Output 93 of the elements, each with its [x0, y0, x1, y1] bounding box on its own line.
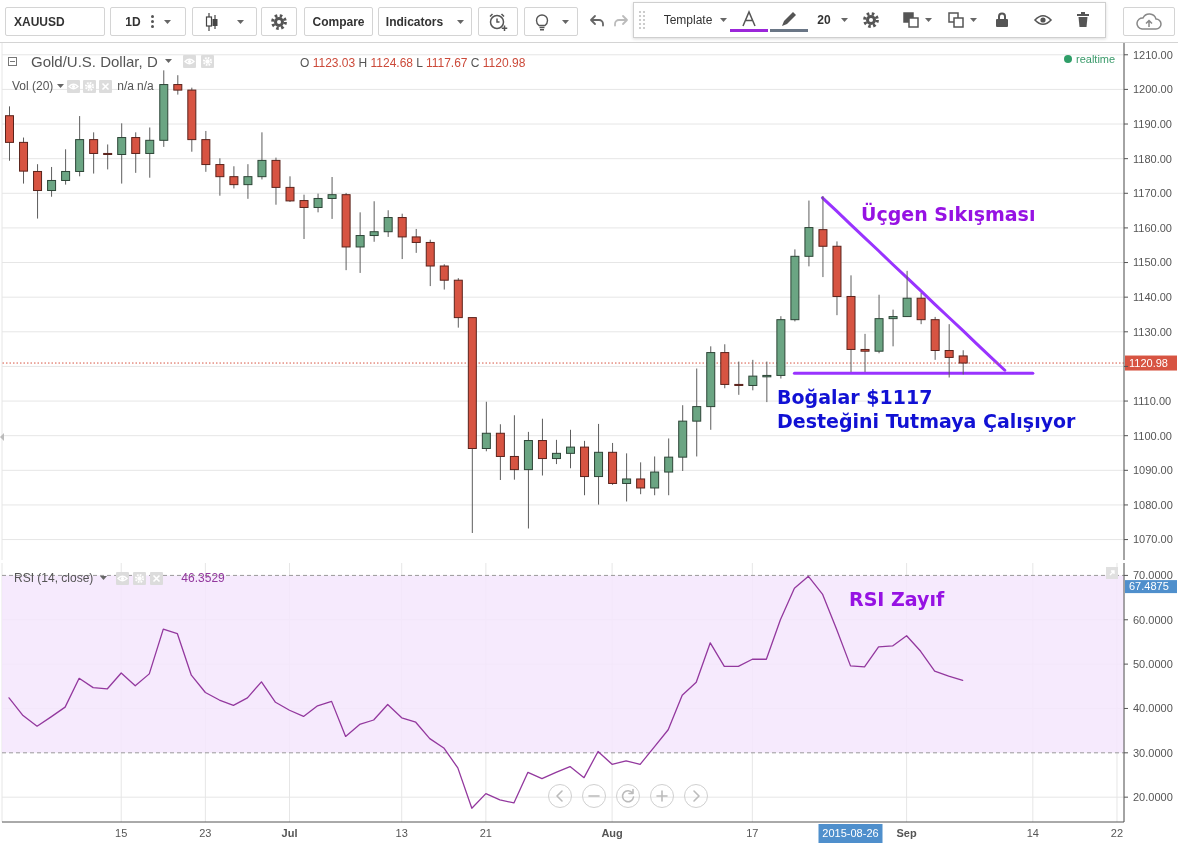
y-tick-label: 30.0000 [1133, 746, 1173, 759]
candlestick [215, 157, 225, 197]
candlestick [61, 148, 71, 186]
candlestick [285, 175, 295, 203]
candlestick [762, 361, 772, 403]
x-tick-label: 17 [746, 826, 759, 839]
candlestick [299, 194, 309, 240]
annotation: realtime [1076, 53, 1116, 65]
y-tick-label: 1110.00 [1133, 394, 1172, 407]
candlestick [103, 143, 113, 170]
y-tick-label: 1190.00 [1133, 117, 1172, 130]
candlestick [537, 418, 547, 477]
candlestick [33, 163, 43, 220]
annotation: Üçgen Sıkışması [861, 201, 1036, 225]
y-tick-label: 40.0000 [1133, 702, 1173, 715]
button: Indicators [378, 7, 472, 36]
text: O 1123.03 H 1124.68 L 1117.67 C 1120.98 [300, 56, 526, 70]
y-tick-label: 1100.00 [1133, 429, 1172, 442]
candlestick [748, 359, 758, 391]
candlestick [313, 193, 323, 213]
ref-line-label: 1120.98 [1129, 356, 1168, 369]
y-tick-label: 1130.00 [1133, 325, 1172, 338]
x-tick-label: 21 [479, 826, 492, 839]
candlestick [888, 309, 898, 347]
candlestick [229, 165, 239, 189]
y-tick-label: 50.0000 [1133, 657, 1173, 670]
candlestick [369, 200, 379, 243]
x-tick-label: Aug [601, 826, 623, 839]
candlestick [734, 361, 744, 396]
candlestick [327, 176, 337, 220]
candlestick [243, 163, 253, 200]
annotation: n/a [117, 79, 135, 93]
toolbar-panel: Template 20 [633, 2, 1106, 38]
candlestick [818, 195, 828, 278]
y-tick-label: 70.0000 [1133, 569, 1173, 582]
x-tick-label: 23 [199, 826, 212, 839]
y-tick-label: 1090.00 [1133, 464, 1173, 477]
candlestick [664, 437, 674, 496]
annotation: Vol (20) [12, 79, 54, 93]
y-tick-label: 1160.00 [1133, 221, 1172, 234]
y-tick-label: 1070.00 [1133, 533, 1173, 546]
text: RSI (14, close) [14, 571, 94, 585]
y-tick-label: 1170.00 [1133, 187, 1172, 200]
candlestick [173, 74, 183, 96]
y-tick-label: 60.0000 [1133, 613, 1173, 626]
candlestick [509, 414, 519, 481]
candlestick [481, 401, 491, 452]
text: Gold/U.S. Dollar, D [31, 52, 158, 70]
candlestick [439, 263, 449, 291]
x-tick-label: 14 [1026, 826, 1039, 839]
candlestick [47, 166, 57, 198]
candlestick [692, 368, 702, 457]
candlestick [650, 455, 660, 496]
button: XAUUSD [5, 7, 105, 36]
button: Compare [304, 7, 373, 36]
annotation: Desteğini Tutmaya Çalışıyor [777, 410, 1077, 433]
candlestick [89, 131, 99, 175]
candlestick [495, 423, 505, 481]
button: 1D [110, 7, 186, 36]
y-tick-label: 1140.00 [1133, 291, 1172, 304]
y-tick-label: 1150.00 [1133, 256, 1172, 269]
x-tick-label: Jul [281, 826, 298, 839]
candlestick [902, 270, 912, 318]
x-tick-label: 13 [395, 826, 408, 839]
y-tick-label: 20.0000 [1133, 791, 1173, 804]
candlestick [131, 131, 141, 174]
y-tick-label: 1200.00 [1133, 83, 1173, 96]
y-tick-label: 1180.00 [1133, 152, 1172, 165]
candlestick [551, 439, 561, 465]
candlestick [425, 239, 435, 287]
text: 67.4875 [1129, 580, 1169, 593]
candlestick [145, 126, 155, 179]
y-tick-label: 1080.00 [1133, 498, 1173, 511]
annotation: n/a [137, 79, 154, 93]
x-tick-label: 15 [115, 826, 128, 839]
candlestick [411, 228, 421, 254]
annotation: RSI Zayıf [849, 588, 945, 611]
candlestick [383, 209, 393, 238]
x-tick-label: 22 [1110, 826, 1124, 839]
text: 2015-08-26 [822, 827, 879, 840]
candlestick [355, 211, 365, 274]
candlestick [117, 122, 127, 185]
candlestick [622, 452, 632, 502]
annotation: 46.3529 [181, 571, 225, 585]
candlestick [566, 429, 575, 469]
candlestick [257, 131, 267, 180]
annotation: Boğalar $1117 [777, 386, 933, 409]
x-tick-label: Sep [896, 826, 917, 839]
candlestick [916, 292, 926, 325]
candlestick [636, 461, 646, 495]
y-tick-label: 1210.00 [1133, 48, 1173, 61]
line-series [8, 575, 964, 809]
candlestick [397, 213, 407, 260]
